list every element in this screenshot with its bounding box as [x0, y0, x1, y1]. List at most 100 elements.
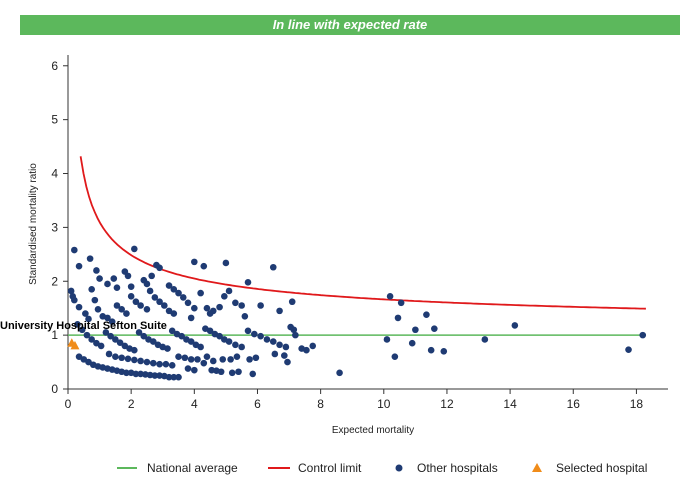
data-points	[67, 245, 647, 381]
other-hospital-point	[96, 275, 103, 282]
x-tick-label: 10	[377, 397, 391, 411]
other-hospital-point	[156, 360, 163, 368]
x-tick-label: 12	[440, 397, 454, 411]
other-hospital-point	[104, 314, 111, 322]
other-hospital-point	[107, 332, 114, 340]
other-hospital-point	[292, 331, 299, 339]
legend-national-average-label: National average	[147, 461, 238, 475]
x-tick-label: 18	[630, 397, 644, 411]
other-hospital-point	[309, 342, 317, 350]
other-hospital-point	[238, 343, 245, 351]
other-hospital-point	[303, 346, 310, 354]
other-hospital-point	[78, 326, 86, 334]
other-hospital-point	[383, 336, 391, 343]
other-hospital-point	[127, 283, 135, 290]
other-hospital-point	[216, 303, 223, 311]
other-hospital-point	[127, 293, 135, 300]
selected-hospital-point	[70, 340, 80, 350]
other-hospital-point	[238, 302, 245, 309]
other-hospital-point	[276, 341, 283, 349]
other-hospital-point	[251, 330, 258, 338]
other-hospital-point	[135, 329, 143, 336]
x-tick-label: 14	[503, 397, 517, 411]
other-hospital-point	[391, 353, 399, 360]
other-hospital-point	[257, 302, 264, 309]
other-hospital-point	[206, 327, 214, 335]
other-hospital-point	[156, 264, 163, 272]
other-hospital-point	[408, 339, 416, 347]
control-limit-curve	[79, 156, 646, 310]
other-hospital-point	[191, 366, 198, 374]
other-hospital-point	[386, 293, 394, 300]
other-hospital-point	[246, 356, 253, 363]
y-tick-label: 6	[51, 59, 58, 73]
other-hospital-point	[412, 326, 419, 334]
x-tick-label: 6	[254, 397, 261, 411]
other-hospital-point	[184, 299, 192, 307]
legend-selected-hospital-label: Selected hospital	[556, 461, 647, 475]
other-hospital-point	[228, 369, 236, 377]
other-hospital-point	[146, 287, 154, 295]
other-hospital-point	[143, 305, 151, 313]
y-axis-label: Standardised mortality ratio	[28, 163, 39, 285]
other-hospital-point	[440, 347, 448, 355]
other-hospital-point	[284, 358, 291, 366]
other-hospital-point	[93, 267, 100, 274]
other-hospital-point	[175, 289, 182, 297]
other-hospital-point	[88, 286, 95, 293]
other-hospital-point	[86, 255, 94, 262]
other-hospital-point	[269, 338, 277, 345]
other-hospital-point	[233, 353, 241, 360]
other-hospital-point	[625, 346, 632, 353]
other-hospital-point	[123, 369, 130, 377]
y-tick-label: 4	[51, 167, 58, 181]
y-tick-label: 0	[51, 382, 58, 396]
other-hospital-point	[124, 355, 132, 363]
reference-lines	[68, 156, 646, 336]
other-hospital-point	[175, 373, 182, 381]
other-hospital-point	[511, 322, 519, 329]
other-hospital-point	[82, 310, 89, 317]
legend-control-limit-label: Control limit	[298, 461, 362, 475]
other-hospital-point	[74, 321, 81, 328]
other-hospital-point	[131, 356, 138, 364]
other-hospital-point	[194, 356, 201, 363]
other-hospital-point	[110, 275, 118, 282]
other-hospital-point	[187, 314, 195, 322]
other-hospital-point	[67, 287, 75, 295]
legend-other-hospitals-swatch	[395, 464, 403, 472]
other-hospital-point	[197, 289, 204, 297]
other-hospital-point	[118, 354, 125, 362]
other-hospital-point	[91, 296, 99, 304]
x-tick-label: 8	[317, 397, 324, 411]
x-tick-label: 4	[191, 397, 198, 411]
other-hospital-point	[149, 338, 157, 345]
other-hospital-point	[197, 343, 204, 351]
other-hospital-point	[175, 353, 182, 360]
other-hospital-point	[219, 356, 227, 363]
other-hospital-point	[132, 370, 140, 378]
other-hospital-point	[187, 338, 195, 345]
other-hospital-point	[225, 338, 233, 345]
other-hospital-point	[209, 357, 217, 365]
other-hospital-point	[179, 294, 187, 301]
other-hospital-point	[123, 310, 130, 317]
other-hospital-point	[156, 298, 163, 306]
other-hospital-point	[165, 373, 173, 381]
other-hospital-point	[639, 331, 647, 339]
y-tick-label: 2	[51, 274, 58, 288]
legend-selected-hospital-swatch	[532, 463, 542, 472]
other-hospital-point	[281, 352, 288, 359]
other-hospital-point	[200, 262, 208, 270]
other-hospital-point	[75, 262, 83, 270]
other-hospital-point	[200, 359, 208, 367]
other-hospital-point	[206, 310, 214, 317]
y-tick-label: 3	[51, 220, 58, 234]
other-hospital-point	[71, 246, 78, 254]
other-hospital-point	[131, 346, 138, 354]
other-hospital-point	[85, 315, 92, 323]
other-hospital-point	[112, 353, 119, 360]
other-hospital-point	[140, 332, 148, 340]
